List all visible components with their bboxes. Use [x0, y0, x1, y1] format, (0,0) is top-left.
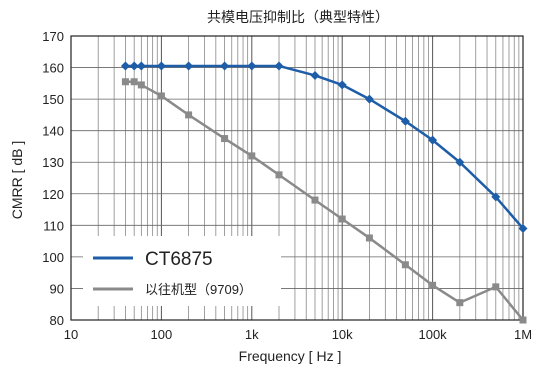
- y-tick-label: 100: [42, 250, 64, 265]
- y-tick-label: 110: [43, 218, 64, 233]
- data-point-series-2: [339, 216, 346, 223]
- y-tick-label: 120: [42, 187, 64, 202]
- x-tick-label: 10k: [332, 327, 353, 342]
- data-point-series-2: [520, 317, 527, 324]
- data-point-series-1: [137, 61, 146, 70]
- x-axis-label: Frequency [ Hz ]: [239, 348, 342, 364]
- data-point-series-2: [185, 111, 192, 118]
- data-point-series-2: [402, 261, 409, 268]
- x-tick-label: 1M: [514, 327, 532, 342]
- series-line-1: [125, 66, 523, 229]
- data-point-series-2: [131, 78, 138, 85]
- y-tick-label: 170: [42, 29, 64, 44]
- data-point-series-2: [429, 282, 436, 289]
- data-point-series-2: [138, 81, 145, 88]
- x-tick-label: 100k: [418, 327, 447, 342]
- x-tick-label: 10: [64, 327, 78, 342]
- x-tick-label: 1k: [245, 327, 259, 342]
- data-point-series-1: [157, 61, 166, 70]
- data-point-series-2: [492, 283, 499, 290]
- data-point-series-2: [122, 78, 129, 85]
- legend-label-1: CT6875: [145, 249, 213, 270]
- data-point-series-1: [184, 61, 193, 70]
- data-point-series-2: [158, 92, 165, 99]
- x-tick-label: 100: [151, 327, 173, 342]
- data-point-series-2: [366, 234, 373, 241]
- data-point-series-2: [276, 171, 283, 178]
- data-point-series-1: [121, 61, 130, 70]
- data-point-series-1: [220, 61, 229, 70]
- y-tick-label: 130: [42, 155, 64, 170]
- y-tick-label: 80: [50, 313, 64, 328]
- data-point-series-2: [456, 299, 463, 306]
- y-tick-label: 150: [42, 92, 64, 107]
- data-point-series-2: [221, 135, 228, 142]
- y-axis-label: CMRR [ dB ]: [9, 141, 25, 220]
- data-point-series-2: [248, 152, 255, 159]
- chart-title: 共模电压抑制比（典型特性）: [207, 9, 389, 25]
- data-point-series-2: [311, 197, 318, 204]
- y-tick-label: 160: [42, 61, 64, 76]
- data-point-series-1: [338, 80, 347, 89]
- legend-label-2: 以往机型（9709）: [145, 282, 252, 297]
- data-point-series-1: [275, 61, 284, 70]
- y-tick-label: 90: [50, 281, 64, 296]
- data-point-series-1: [247, 61, 256, 70]
- y-tick-label: 140: [42, 124, 64, 139]
- data-point-series-1: [310, 71, 319, 80]
